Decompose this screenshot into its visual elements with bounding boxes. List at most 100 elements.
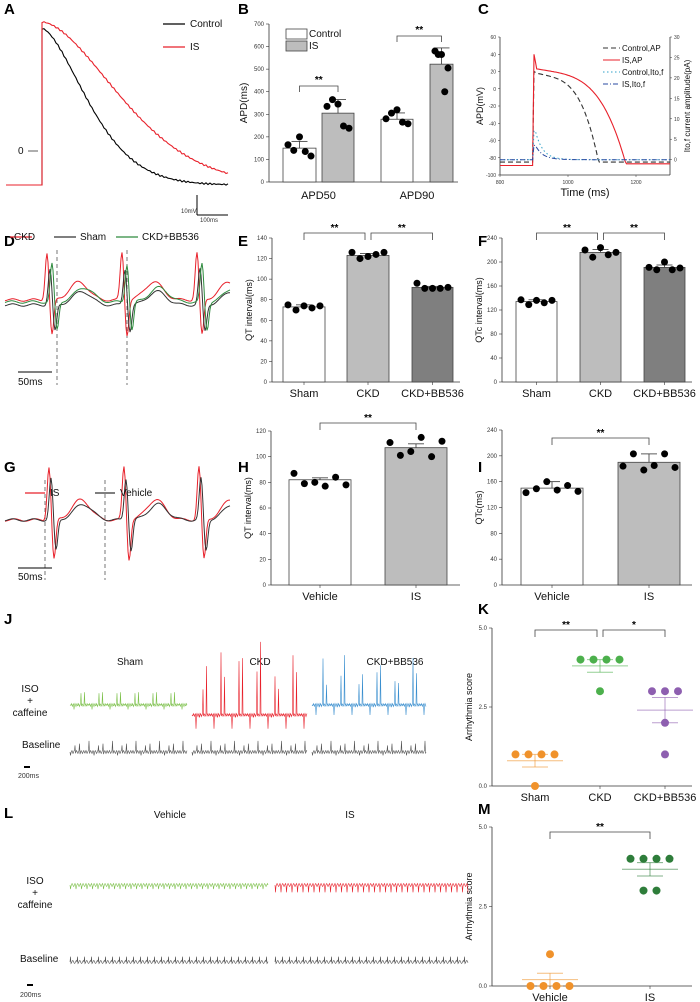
- data-point: [565, 982, 574, 990]
- scale-label-mv: 10mV: [181, 209, 197, 215]
- data-point: [296, 133, 303, 141]
- data-point: [356, 255, 364, 263]
- panel-letter-M: M: [478, 801, 491, 818]
- trace-sham: [4, 268, 231, 333]
- data-point: [525, 301, 533, 309]
- panel-letter-L: L: [4, 805, 13, 822]
- y-axis-label: Arrhythmia score: [464, 673, 474, 741]
- data-point: [668, 266, 676, 274]
- y-tick-label: 40: [490, 557, 497, 563]
- y-tick-label: 20: [490, 70, 496, 76]
- data-point: [674, 687, 682, 696]
- data-point: [652, 886, 661, 895]
- x-category-label: CKD: [589, 388, 612, 400]
- data-point: [301, 148, 309, 156]
- trace-vehicle: [4, 477, 231, 552]
- y-tick-label: 0: [494, 380, 498, 386]
- data-point: [661, 718, 669, 727]
- legend-label: Vehicle: [120, 488, 153, 499]
- bar: [617, 461, 681, 586]
- x-axis-label: Time (ms): [560, 187, 609, 199]
- bar: [282, 306, 326, 383]
- scale-label: 200ms: [20, 992, 42, 999]
- data-point: [640, 466, 648, 474]
- data-point: [511, 750, 520, 759]
- bar: [384, 447, 448, 586]
- x-category-label: IS: [411, 591, 421, 603]
- group-label: CKD: [249, 657, 270, 668]
- data-point: [639, 854, 648, 863]
- data-point: [386, 439, 394, 447]
- trace-iso-vehicle: [69, 882, 269, 890]
- data-point: [364, 253, 372, 261]
- data-point: [626, 854, 635, 863]
- data-point: [321, 482, 329, 490]
- trace-iso-ckd: [191, 641, 308, 729]
- data-point: [382, 115, 390, 123]
- data-point: [629, 450, 637, 458]
- y-axis-label: QT interval(ms): [244, 279, 254, 341]
- y-tick-label: 600: [254, 45, 265, 51]
- bar: [288, 479, 352, 586]
- y-tick-label: 80: [259, 480, 266, 486]
- y-tick-label: 120: [256, 429, 267, 435]
- data-point: [650, 462, 658, 470]
- data-point: [332, 473, 340, 481]
- y-tick-label: 2.5: [479, 705, 488, 711]
- y-tick-label: 160: [487, 480, 498, 486]
- x-category-label: CKD: [356, 388, 379, 400]
- y-tick-label: 0: [264, 380, 268, 386]
- x-tick-label: 1000: [562, 180, 573, 186]
- group-label: IS: [345, 810, 355, 821]
- y2-tick-label: 0: [674, 158, 677, 164]
- x-category-label: CKD+BB536: [633, 388, 696, 400]
- y-tick-label: 60: [259, 506, 266, 512]
- trace-is-ap: [6, 21, 229, 186]
- data-point: [388, 109, 395, 117]
- x-category-label: Vehicle: [302, 591, 337, 603]
- bar: [520, 487, 584, 586]
- group-label: Vehicle: [154, 810, 187, 821]
- significance-bracket: [549, 831, 651, 839]
- significance-bracket: [299, 85, 339, 92]
- panel-letter-K: K: [478, 601, 489, 618]
- data-point: [522, 489, 530, 497]
- y-tick-label: 160: [487, 284, 498, 290]
- x-category-label: IS: [644, 591, 654, 603]
- data-point: [323, 102, 331, 110]
- data-point: [396, 451, 404, 459]
- y-tick-label: -20: [489, 104, 496, 110]
- trace-baseline-vehicle: [69, 956, 269, 965]
- data-point: [546, 950, 554, 959]
- trace-is-ap: [500, 54, 670, 167]
- trace-baseline-is: [274, 956, 469, 965]
- significance-label: **: [415, 25, 423, 36]
- data-point: [526, 982, 535, 990]
- legend-label: IS,Ito,f: [622, 80, 646, 89]
- y-tick-label: 20: [259, 557, 266, 563]
- data-point: [539, 982, 548, 990]
- legend-label: CKD: [14, 232, 35, 243]
- legend-label-is: IS: [309, 41, 319, 52]
- trace-control-ito-f: [500, 130, 670, 161]
- significance-label: **: [563, 223, 571, 234]
- y-tick-label: 200: [487, 454, 498, 460]
- x-category-label: CKD+BB536: [634, 792, 697, 804]
- data-point: [421, 284, 429, 292]
- data-point: [290, 469, 298, 477]
- data-point: [428, 453, 436, 461]
- data-point: [564, 482, 572, 490]
- y-axis-label: Arrhythmia score: [464, 872, 474, 940]
- data-point: [615, 655, 624, 664]
- data-point: [619, 462, 627, 470]
- bar-is: [321, 112, 355, 183]
- scale-label: 50ms: [18, 377, 42, 388]
- data-point: [543, 478, 551, 486]
- data-point: [307, 152, 315, 160]
- legend-label-control: Control: [190, 19, 222, 30]
- x-category-label: Vehicle: [532, 992, 567, 1002]
- data-point: [308, 304, 316, 312]
- y-tick-label: -100: [486, 173, 496, 179]
- data-point: [429, 284, 436, 292]
- panel-letter-H: H: [238, 459, 249, 476]
